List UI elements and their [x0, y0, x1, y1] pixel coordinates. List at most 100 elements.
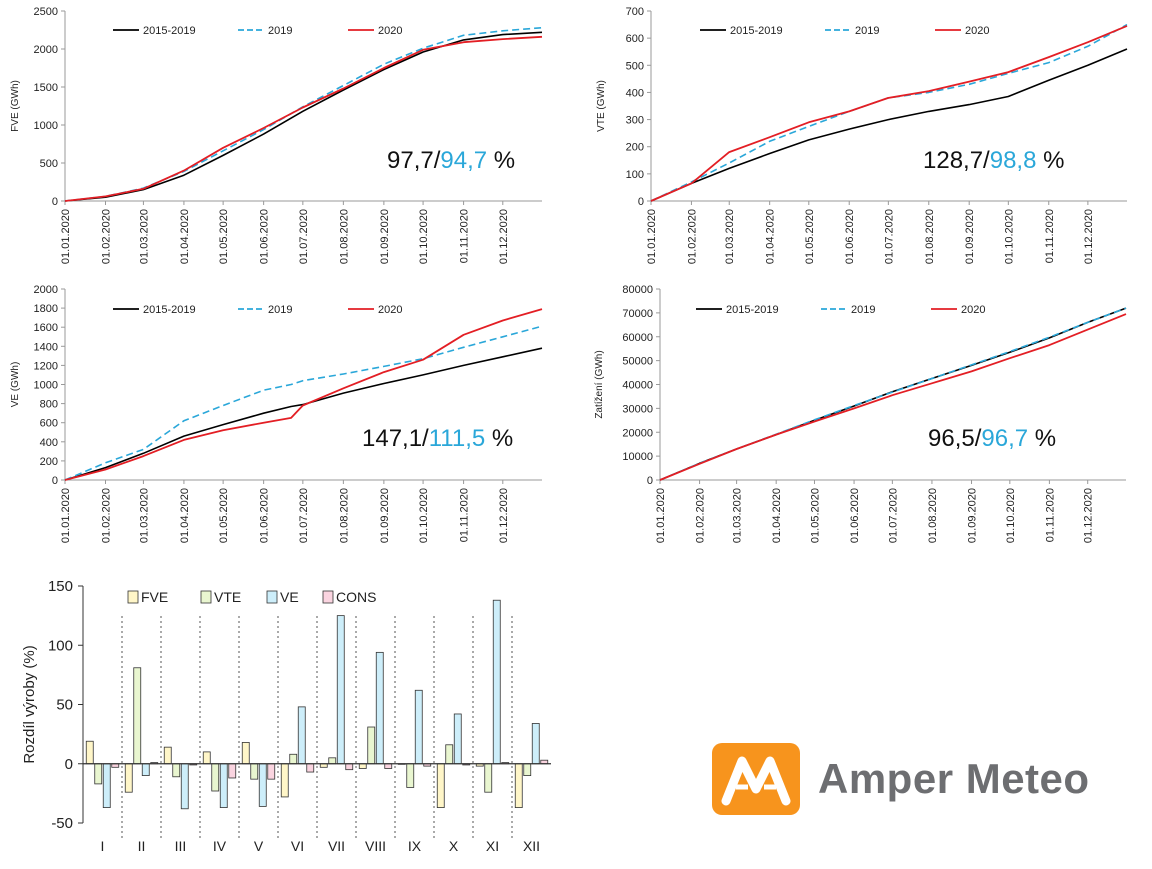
percent-value-avg: 147,1/ — [362, 425, 429, 452]
y-tick-label: 40000 — [622, 380, 653, 392]
bar-ve — [297, 706, 306, 765]
bar-fve — [85, 740, 94, 765]
series-line-2015-2019 — [650, 48, 1128, 202]
y-tick-label: 80000 — [622, 284, 653, 296]
x-tick-label: 01.10.2020 — [418, 209, 430, 264]
bar-ve — [492, 599, 501, 765]
y-tick-label: 2000 — [34, 44, 58, 56]
x-tick-label: 01.02.2020 — [101, 488, 113, 543]
legend-label: 2020 — [965, 25, 989, 37]
x-category-label: XII — [523, 838, 540, 854]
y-tick-label: 700 — [626, 6, 644, 18]
percent-unit: % — [1028, 425, 1056, 452]
x-tick-label: 01.05.2020 — [804, 209, 816, 264]
x-tick-label: 01.09.2020 — [964, 209, 976, 264]
legend-label: 2015-2019 — [143, 25, 196, 37]
series-line-2020 — [64, 308, 543, 481]
percent-value-avg: 97,7/ — [387, 147, 441, 174]
x-category-label: XI — [486, 838, 499, 854]
x-tick-label: 01.11.2020 — [1044, 209, 1056, 263]
bar-fve — [280, 763, 289, 798]
x-tick-label: 01.05.2020 — [809, 488, 821, 543]
load-chart: 0 10000 20000 30000 40000 50000 60000 70000 8000… — [580, 280, 1152, 565]
x-tick-label: 01.05.2020 — [218, 209, 230, 264]
percent-value-2019: 96,7 — [981, 425, 1028, 452]
x-tick-label: 01.06.2020 — [844, 209, 856, 264]
bar-ve — [453, 713, 462, 765]
bar-fve — [436, 763, 445, 808]
legend-swatch-ve — [266, 590, 278, 604]
x-tick-label: 01.02.2020 — [695, 488, 707, 543]
y-tick-label: 1000 — [34, 120, 58, 132]
series-line-2015-2019 — [64, 31, 543, 202]
vte-chart: 0 100 200 300 400 500 600 700 VTE (GWh) 01.01.202… — [580, 0, 1152, 280]
x-tick-label: 01.10.2020 — [1005, 488, 1017, 543]
y-tick-label: 2000 — [34, 284, 58, 296]
x-category-label: IV — [213, 838, 227, 854]
y-axis-label: VTE (GWh) — [596, 80, 607, 132]
percent-annotation: 128,7/98,8 % — [923, 147, 1064, 174]
y-tick-label: 150 — [48, 578, 73, 595]
legend-label: 2019 — [855, 25, 879, 37]
x-category-label: X — [449, 838, 459, 854]
x-tick-label: 01.04.2020 — [765, 209, 777, 264]
legend-label: VTE — [214, 589, 241, 605]
x-tick-label: 01.11.2020 — [1044, 488, 1056, 542]
bar-vte — [172, 763, 181, 778]
x-tick-label: 01.01.2020 — [655, 488, 667, 543]
x-tick-label: 01.10.2020 — [418, 488, 430, 543]
bar-vte — [523, 763, 532, 776]
y-tick-label: 0 — [52, 196, 58, 208]
bar-ve — [258, 763, 267, 807]
y-tick-label: 100 — [48, 637, 73, 654]
y-axis-label: FVE (GWh) — [10, 80, 21, 132]
series-line-2019 — [659, 307, 1127, 481]
y-tick-label: 1600 — [34, 322, 58, 334]
x-tick-label: 01.03.2020 — [724, 209, 736, 264]
bar-vte — [328, 757, 337, 765]
x-tick-label: 01.02.2020 — [101, 209, 113, 264]
bar-fve — [358, 763, 367, 769]
bar-ve — [531, 723, 540, 765]
y-tick-label: -50 — [51, 815, 73, 832]
y-tick-label: 70000 — [622, 308, 653, 320]
percent-annotation: 96,5/96,7 % — [928, 425, 1056, 452]
bar-vte — [367, 726, 376, 765]
bar-fve — [124, 763, 133, 793]
legend-label: 2015-2019 — [143, 304, 196, 316]
bar-ve — [219, 763, 228, 808]
series-line-2019 — [650, 23, 1128, 202]
bar-vte — [484, 763, 493, 793]
percent-value-2019: 94,7 — [440, 147, 487, 174]
x-tick-label: 01.05.2020 — [218, 488, 230, 543]
y-tick-label: 0 — [647, 475, 653, 487]
legend-swatch-fve — [127, 590, 139, 604]
x-tick-label: 01.03.2020 — [732, 488, 744, 543]
y-tick-label: 600 — [40, 418, 58, 430]
bar-ve — [375, 651, 384, 765]
x-tick-label: 01.06.2020 — [259, 209, 271, 264]
legend-label: 2019 — [851, 304, 875, 316]
diff-bar-chart: -50 0 50 100 150 Rozdíl výroby (%) I II III IV V VI… — [0, 570, 570, 864]
y-tick-label: 10000 — [622, 451, 653, 463]
logo-text: Amper Meteo — [818, 755, 1090, 802]
y-tick-label: 600 — [626, 33, 644, 45]
y-tick-label: 500 — [626, 60, 644, 72]
bar-vte — [211, 763, 220, 792]
bar-cons — [228, 763, 237, 779]
series-line-2019 — [64, 26, 543, 202]
y-tick-label: 400 — [626, 87, 644, 99]
x-tick-label: 01.02.2020 — [686, 209, 698, 264]
y-tick-label: 60000 — [622, 332, 653, 344]
x-tick-label: 01.09.2020 — [379, 209, 391, 264]
x-tick-label: 01.08.2020 — [924, 209, 936, 264]
y-tick-label: 0 — [52, 475, 58, 487]
x-category-label: VIII — [365, 838, 386, 854]
load-chart-svg: 0 10000 20000 30000 40000 50000 60000 70000 8000… — [594, 284, 1127, 543]
legend-label: CONS — [336, 589, 376, 605]
x-category-label: VI — [291, 838, 304, 854]
y-tick-label: 200 — [40, 456, 58, 468]
bar-cons — [345, 763, 354, 771]
x-tick-label: 01.06.2020 — [849, 488, 861, 543]
